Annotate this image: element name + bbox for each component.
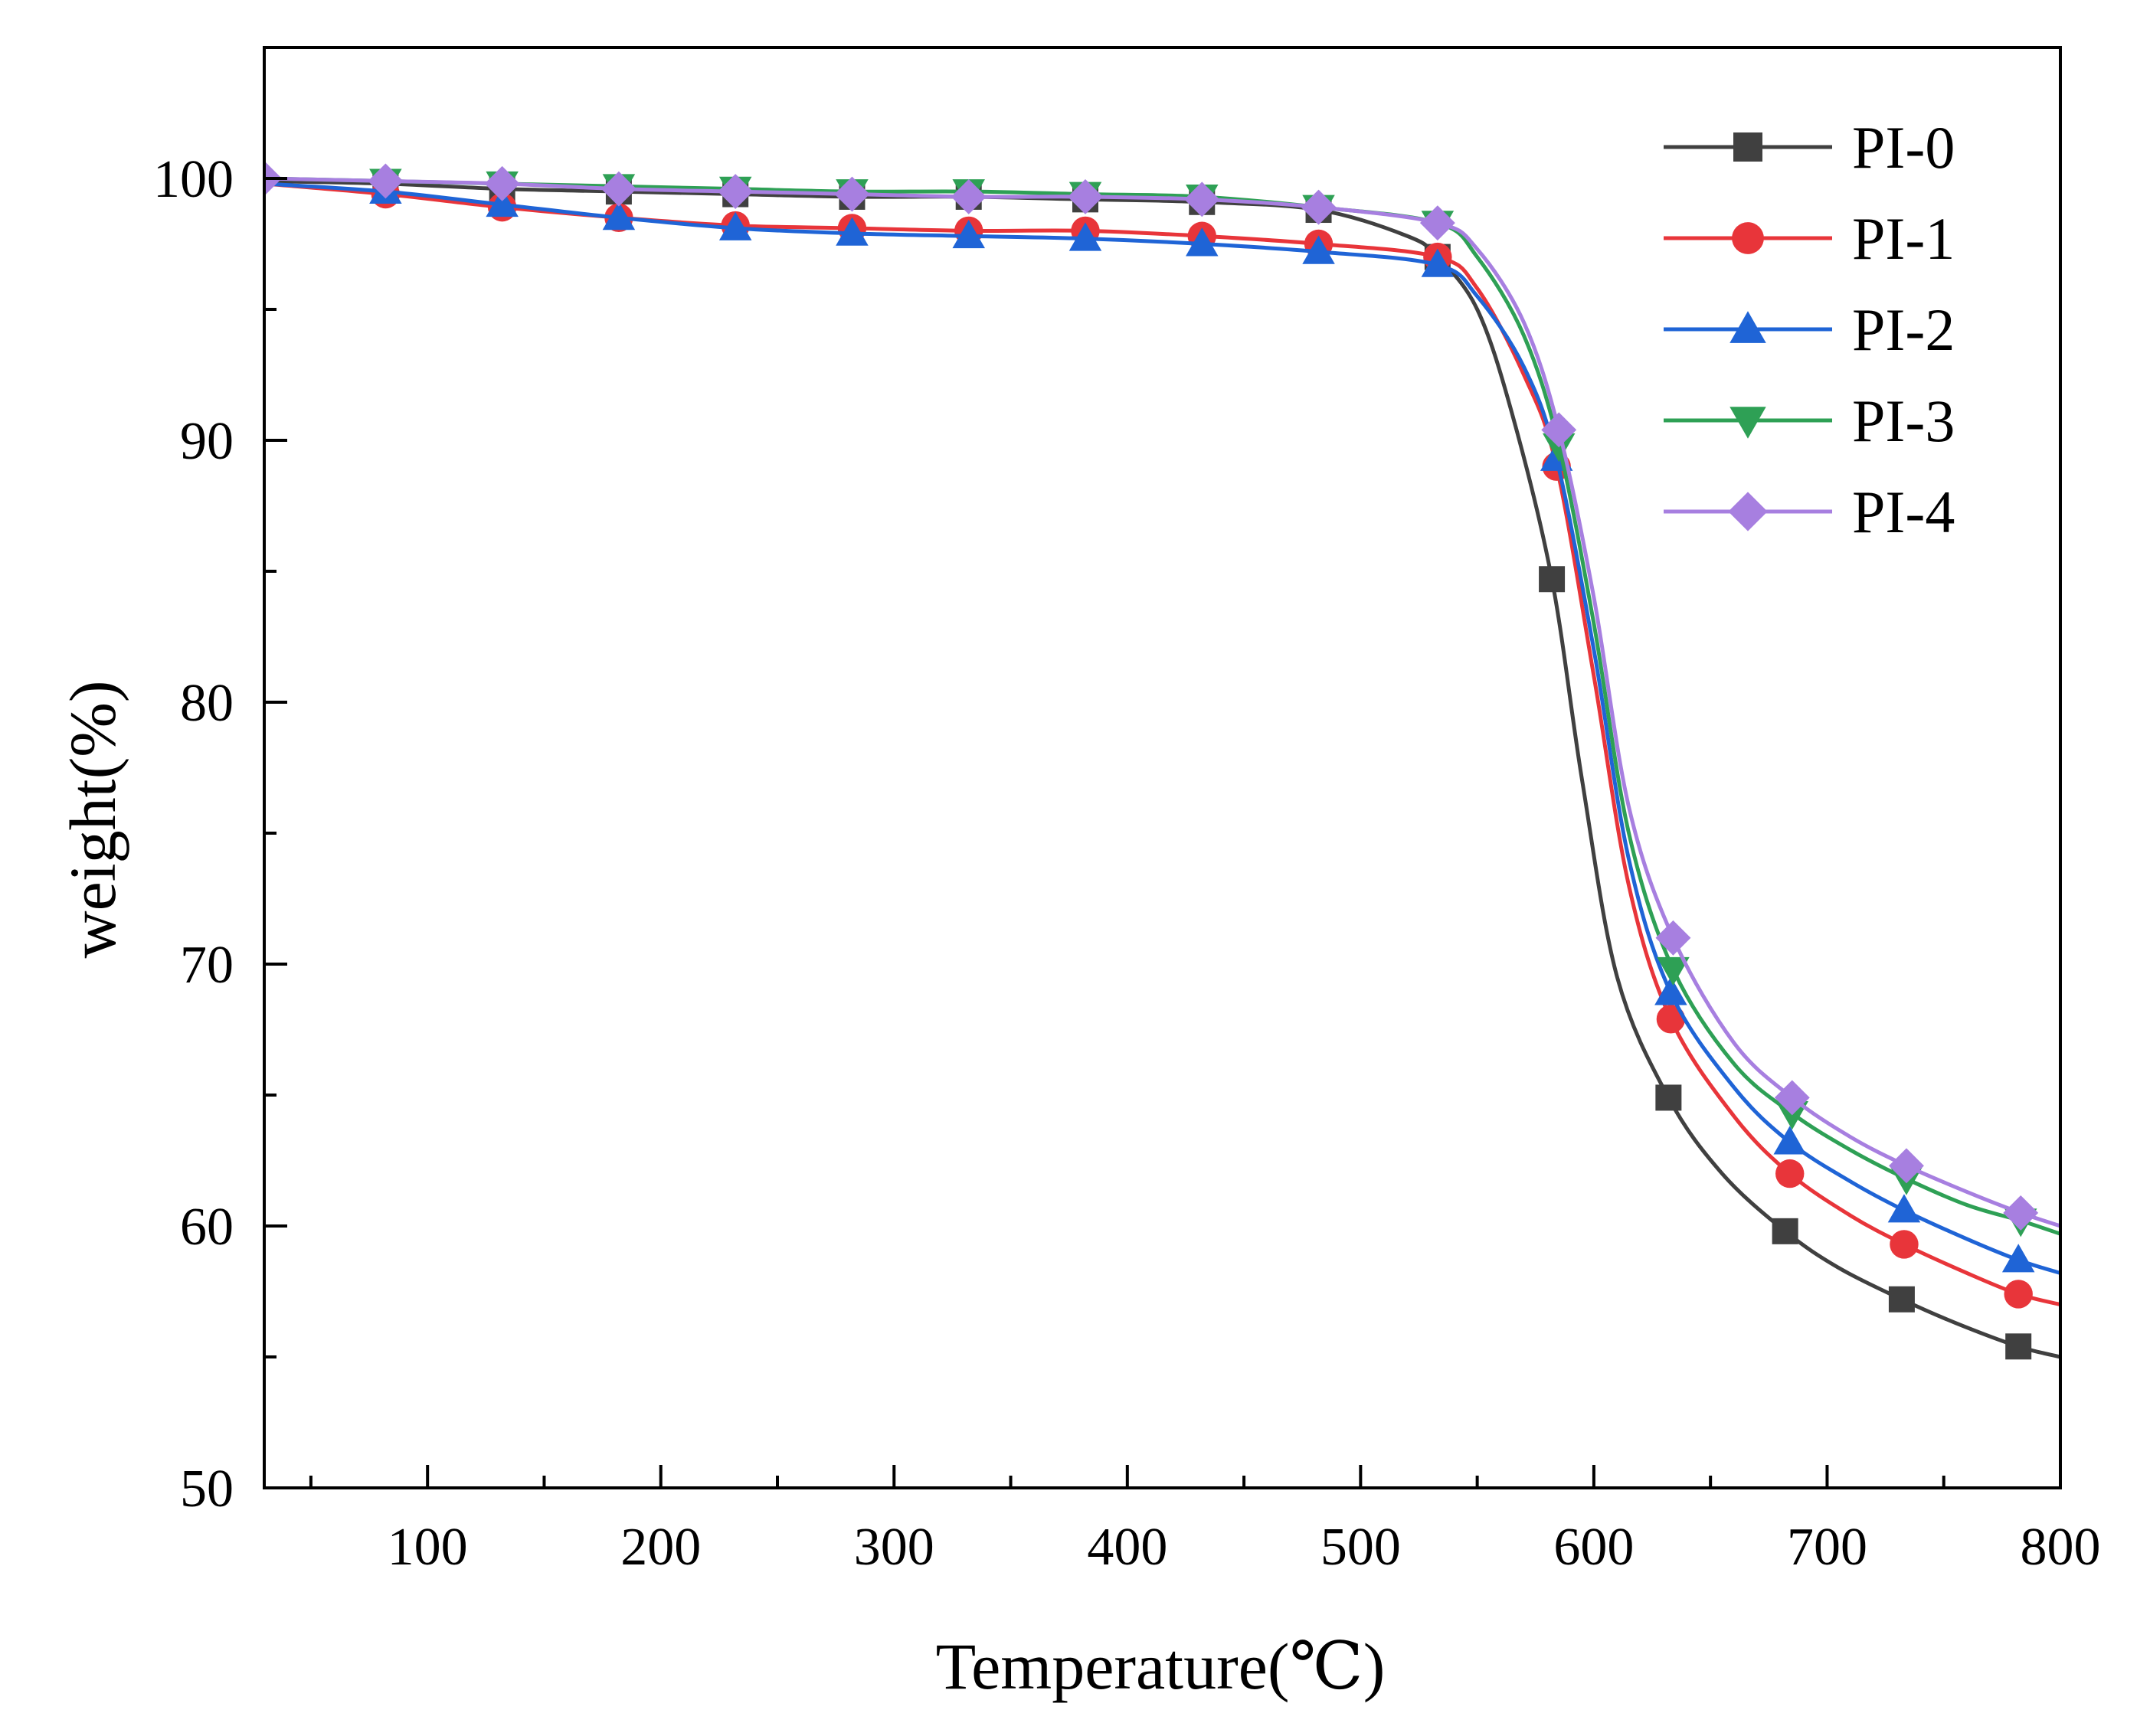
series-point-pi-4-8 [1184,181,1220,217]
x-axis-title: Temperature(℃) [936,1630,1386,1703]
y-tick-label-60: 60 [180,1198,234,1257]
series-point-pi-3-10 [1542,433,1576,463]
series-point-pi-1-13 [1890,1230,1919,1259]
series-point-pi-3-12 [1775,1101,1809,1130]
series-point-pi-2-11 [1654,976,1687,1005]
series-point-pi-2-12 [1773,1126,1806,1155]
axes-layer: 100 200 300 400 500 600 700 800 50 60 70 80 90 100 [153,150,2101,1577]
series-point-pi-2-6 [1068,222,1102,251]
series-point-pi-3-11 [1657,956,1690,986]
plot-border [263,46,2062,1489]
series-point-pi-0-13 [1888,1286,1915,1313]
series-layer [264,161,2060,1360]
legend-marker-pi-4 [1728,492,1768,531]
series-point-pi-4-3 [600,171,636,207]
legend-item-pi-2: PI-2 [1664,296,1955,363]
x-tick-label-800: 800 [2021,1518,2101,1577]
legend-marker-pi-3 [1729,407,1766,439]
y-tick-label-90: 90 [180,412,234,471]
legend-label-pi-3: PI-3 [1852,387,1955,454]
series-point-pi-1-11 [1656,1005,1686,1034]
x-tick-label-100: 100 [388,1518,468,1577]
x-tick-label-700: 700 [1787,1518,1867,1577]
legend-label-pi-0: PI-0 [1852,114,1955,181]
y-tick-label-80: 80 [180,674,234,733]
legend-item-pi-1: PI-1 [1664,205,1955,272]
plot-frame [263,46,2062,1489]
series-point-pi-2-2 [602,201,636,230]
series-point-pi-4-10 [1419,205,1455,241]
series-point-pi-4-15 [2003,1195,2039,1231]
series-pi-4 [264,161,2060,1231]
series-point-pi-0-10 [1539,566,1566,593]
series-line-pi-4 [264,176,2060,1228]
legend-item-pi-0: PI-0 [1664,114,1955,181]
legend-label-pi-2: PI-2 [1852,296,1955,363]
x-tick-label-200: 200 [620,1518,701,1577]
series-point-pi-4-12 [1655,920,1691,956]
legend-item-pi-4: PI-4 [1664,479,1955,545]
legend: PI-0 PI-1 PI-2 PI-3 PI-4 [1664,114,1955,545]
legend-marker-pi-2 [1729,311,1766,343]
series-point-pi-4-2 [484,165,520,201]
series-point-pi-4-9 [1301,189,1337,225]
series-line-pi-3 [264,176,2060,1236]
series-point-pi-2-9 [1421,248,1455,277]
series-point-pi-0-12 [1772,1218,1798,1244]
series-point-pi-4-7 [1068,178,1103,214]
series-point-pi-2-5 [952,219,985,249]
series-point-pi-2-13 [1887,1194,1921,1223]
legend-label-pi-4: PI-4 [1852,479,1955,545]
legend-label-pi-1: PI-1 [1852,205,1955,272]
series-point-pi-1-14 [2004,1280,2033,1309]
x-tick-label-300: 300 [854,1518,934,1577]
x-tick-label-600: 600 [1553,1518,1634,1577]
series-point-pi-2-3 [718,211,752,240]
series-point-pi-4-13 [1774,1080,1810,1116]
series-point-pi-2-1 [486,188,519,217]
series-point-pi-2-7 [1186,227,1219,257]
series-point-pi-4-6 [951,178,987,214]
y-tick-label-70: 70 [180,936,234,995]
series-point-pi-0-11 [1655,1084,1682,1111]
series-point-pi-1-12 [1775,1159,1805,1188]
series-point-pi-0-14 [2005,1333,2032,1360]
clipped-series [264,161,2060,1360]
series-point-pi-4-14 [1889,1148,1924,1184]
series-point-pi-4-4 [718,174,754,210]
legend-marker-pi-0 [1733,132,1762,162]
y-tick-label-100: 100 [153,150,234,209]
series-point-pi-4-5 [834,176,870,212]
y-tick-label-50: 50 [180,1460,234,1519]
series-point-pi-4-1 [368,163,404,199]
series-point-pi-2-4 [836,217,869,246]
legend-item-pi-3: PI-3 [1664,387,1955,454]
series-point-pi-4-11 [1541,412,1577,448]
y-axis-title: weight(%) [56,681,129,959]
series-point-pi-2-14 [2001,1244,2035,1273]
x-tick-label-400: 400 [1087,1518,1167,1577]
series-point-pi-2-8 [1302,235,1335,264]
x-tick-label-500: 500 [1320,1518,1401,1577]
legend-marker-pi-1 [1732,222,1764,254]
